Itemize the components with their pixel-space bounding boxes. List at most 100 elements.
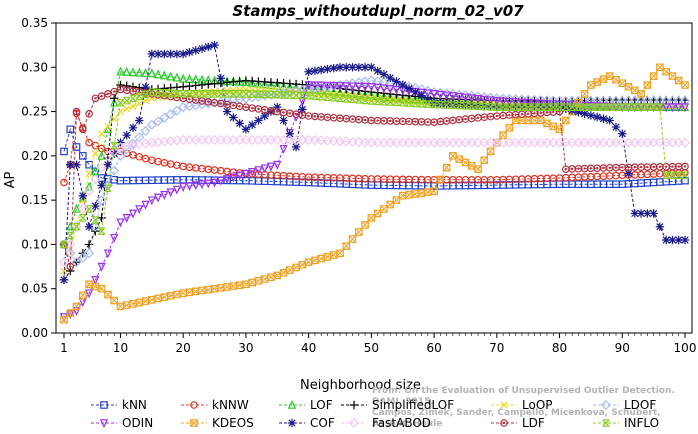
point [637,103,645,111]
point [291,142,301,152]
point-dot [294,113,298,116]
point [392,96,401,104]
point [109,165,120,176]
point [537,103,545,111]
point [618,103,626,111]
point [555,125,564,134]
point-cross [229,282,237,290]
point [493,103,501,111]
y-tick-label: 0.15 [21,193,48,207]
point-dot [407,120,411,123]
point-dot [545,111,549,114]
point-dot [232,104,235,107]
point [442,91,451,101]
point [173,89,181,98]
point [104,122,112,130]
point [160,49,169,59]
point [342,63,351,72]
point [210,90,219,98]
point-cross [556,125,564,133]
point [91,276,100,285]
point [411,87,420,97]
point [360,82,370,92]
point-cross [355,228,363,236]
point [643,81,652,89]
point [336,249,344,258]
point-dot [627,166,630,169]
point [178,82,188,91]
point [91,216,99,224]
point [197,180,207,190]
point-dot [119,88,122,91]
point-cross [530,116,538,124]
point [98,227,106,235]
point-dot [213,101,216,104]
point-dot [464,117,467,121]
point-cross [142,297,150,305]
point [190,401,198,409]
point-dot [401,120,404,123]
series-ldf [60,85,689,271]
point [661,235,671,245]
point [72,143,81,151]
point-dot [470,117,473,120]
point [146,119,157,130]
point [128,123,138,133]
point [679,137,691,148]
point-dot [583,167,586,170]
point [372,76,383,87]
point [191,46,200,55]
point [505,97,514,107]
point-cross [443,164,451,172]
point-cross [386,201,394,209]
point [386,200,394,209]
point-cross [543,119,551,127]
point [417,91,426,100]
point-dot [451,119,455,122]
y-tick-label: 0.10 [21,237,48,251]
point [254,90,263,99]
point-cross [537,116,545,124]
point-cross [524,116,532,124]
legend-swatch [181,419,207,427]
point [204,179,213,189]
point [524,103,532,111]
point [135,116,144,125]
point-cross [612,76,620,84]
legend-label: COF [310,416,335,430]
point [611,122,621,132]
point [360,137,371,148]
point [323,81,332,91]
legend-swatch [91,419,117,429]
point-dot [658,165,662,169]
point [153,193,163,203]
point-dot [439,120,442,123]
legend-swatch [491,401,517,409]
legend-label: LoOP [522,398,553,412]
point [329,63,338,73]
point-cross [480,156,488,164]
point-dot [614,166,618,169]
point [229,90,237,98]
legend-swatch [279,399,305,409]
point-dot [100,94,103,98]
point [367,82,376,92]
point-dot [652,165,655,169]
point-dot [313,115,317,118]
point-cross [129,300,137,308]
y-axis: 0.00 0.05 0.10 0.15 0.20 0.25 0.30 0.35 [21,16,56,340]
point-dot [131,90,135,93]
point-cross [267,273,275,281]
point [448,92,458,102]
legend-item-simplifiedlof: SimplifiedLOF [340,398,454,412]
point-dot [382,119,386,122]
point [77,203,88,215]
point-cross [273,271,281,279]
legend: kNN kNNW LOF SimplifiedLOF LoOP LDOF ODIN KDEOS… [90,398,690,434]
point-cross [217,284,225,292]
point [58,257,70,268]
point-dot [426,120,430,124]
point [85,169,93,178]
point-cross [198,286,206,295]
point [72,302,81,311]
